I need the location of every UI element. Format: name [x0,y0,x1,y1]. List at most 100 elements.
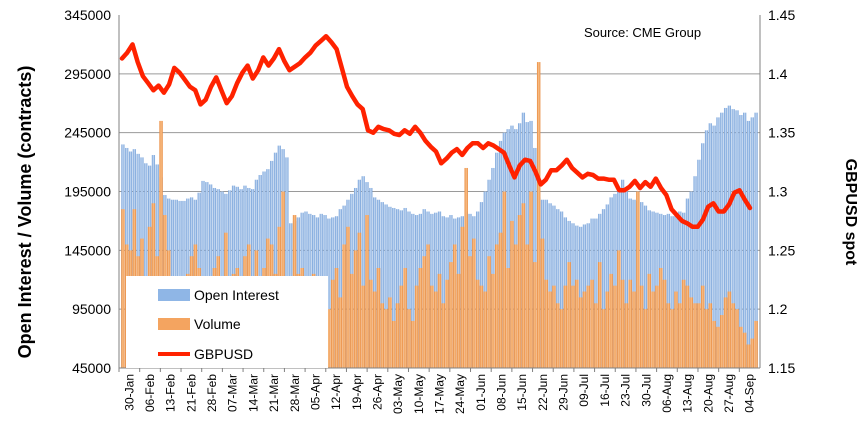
open-interest-bar [556,209,560,368]
x-tick-label: 01-Jun [474,374,488,411]
volume-bar [491,273,495,368]
x-tick-label: 16-Jul [598,374,612,407]
volume-bar [517,215,522,368]
volume-bar [502,191,507,368]
y-right-tick-label: 1.2 [768,301,788,317]
volume-bar [716,326,720,368]
volume-bar [578,297,583,368]
open-interest-bar [407,211,411,368]
y-right-tick-label: 1.3 [768,184,788,200]
volume-bar [361,285,365,368]
volume-bar [563,285,568,368]
open-interest-bar [434,212,438,368]
open-interest-bar [716,117,720,369]
open-interest-bar [533,147,537,368]
volume-bar [742,332,747,368]
x-tick-label: 19-Apr [350,374,364,410]
open-interest-bar [750,117,754,369]
volume-bar [636,191,640,368]
x-tick-label: 06-Aug [660,374,674,413]
x-tick-label: 04-Sep [743,374,757,413]
open-interest-bar [723,107,728,368]
x-tick-label: 29-Jun [557,374,571,411]
volume-bar [372,291,377,368]
x-tick-label: 24-May [453,374,467,414]
x-tick-label: 13-Feb [164,374,178,412]
y-left-tick-label: 295000 [64,66,111,82]
open-interest-bar [754,112,758,368]
open-interest-bar [491,167,495,368]
volume-bar [659,267,663,368]
volume-bar [597,262,602,368]
x-tick-label: 08-Jun [495,374,509,411]
volume-bar [655,285,659,368]
y-left-tick-label: 45000 [72,360,111,376]
volume-bar [468,256,472,368]
x-tick-label: 30-Jan [122,374,136,411]
volume-bar [620,279,625,368]
x-tick-label: 30-Jul [639,374,653,407]
volume-bar [445,279,449,368]
volume-bar [376,267,381,368]
volume-bar [426,244,430,368]
open-interest-bar [651,211,655,368]
x-tick-label: 28-Mar [288,374,302,412]
volume-bar [544,279,549,368]
legend-swatch-open-interest [158,289,190,301]
x-tick-label: 20-Aug [701,374,715,413]
y-right-tick-label: 1.15 [768,360,795,376]
x-tick-label: 09-Jul [577,374,591,407]
volume-bar [594,303,598,368]
x-tick-label: 21-Mar [267,374,281,412]
volume-bar [472,238,476,368]
volume-bar [422,256,426,368]
open-interest-bar [144,163,148,368]
volume-bar [456,273,461,368]
gbpusd-line [119,33,753,230]
volume-bar [365,215,369,368]
volume-bar [613,285,617,368]
volume-bar [338,297,343,368]
volume-bar [617,250,621,368]
volume-bar [418,267,423,368]
volume-bar [708,303,713,368]
volume-bar [678,303,682,368]
volume-bar [632,291,636,368]
x-tick-label: 21-Feb [184,374,198,412]
open-interest-bar [384,204,388,368]
volume-bar [449,262,453,368]
x-tick-label: 14-Mar [246,374,260,412]
volume-bar [159,120,163,369]
x-tick-label: 27-Aug [722,374,736,413]
volume-bar [666,303,671,368]
open-interest-bar [727,105,731,368]
volume-bar [506,267,510,368]
open-interest-bar [395,209,400,368]
volume-bar [453,244,457,368]
open-interest-bar [666,213,670,368]
legend-label-open-interest: Open Interest [194,287,279,303]
volume-bar [651,291,655,368]
volume-bar [433,291,438,368]
volume-bar [571,285,575,368]
volume-bar [346,226,350,368]
volume-bar [582,291,587,368]
volume-bar [552,285,556,368]
volume-bar [441,303,446,368]
volume-bar [460,226,465,368]
open-interest-bar [632,199,636,368]
volume-bar [380,303,385,368]
open-interest-bar [380,202,384,368]
open-interest-bar [273,152,278,368]
volume-bar [414,285,419,368]
open-interest-bar [548,203,552,368]
volume-bar [514,244,518,368]
x-tick-label: 26-Apr [370,374,384,410]
volume-bar [430,285,434,368]
x-tick-label: 12-Apr [329,374,343,410]
open-interest-bar [483,191,487,368]
volume-bar [369,279,373,368]
x-tick-label: 10-May [412,374,426,414]
legend-label-gbpusd: GBPUSD [194,346,253,362]
